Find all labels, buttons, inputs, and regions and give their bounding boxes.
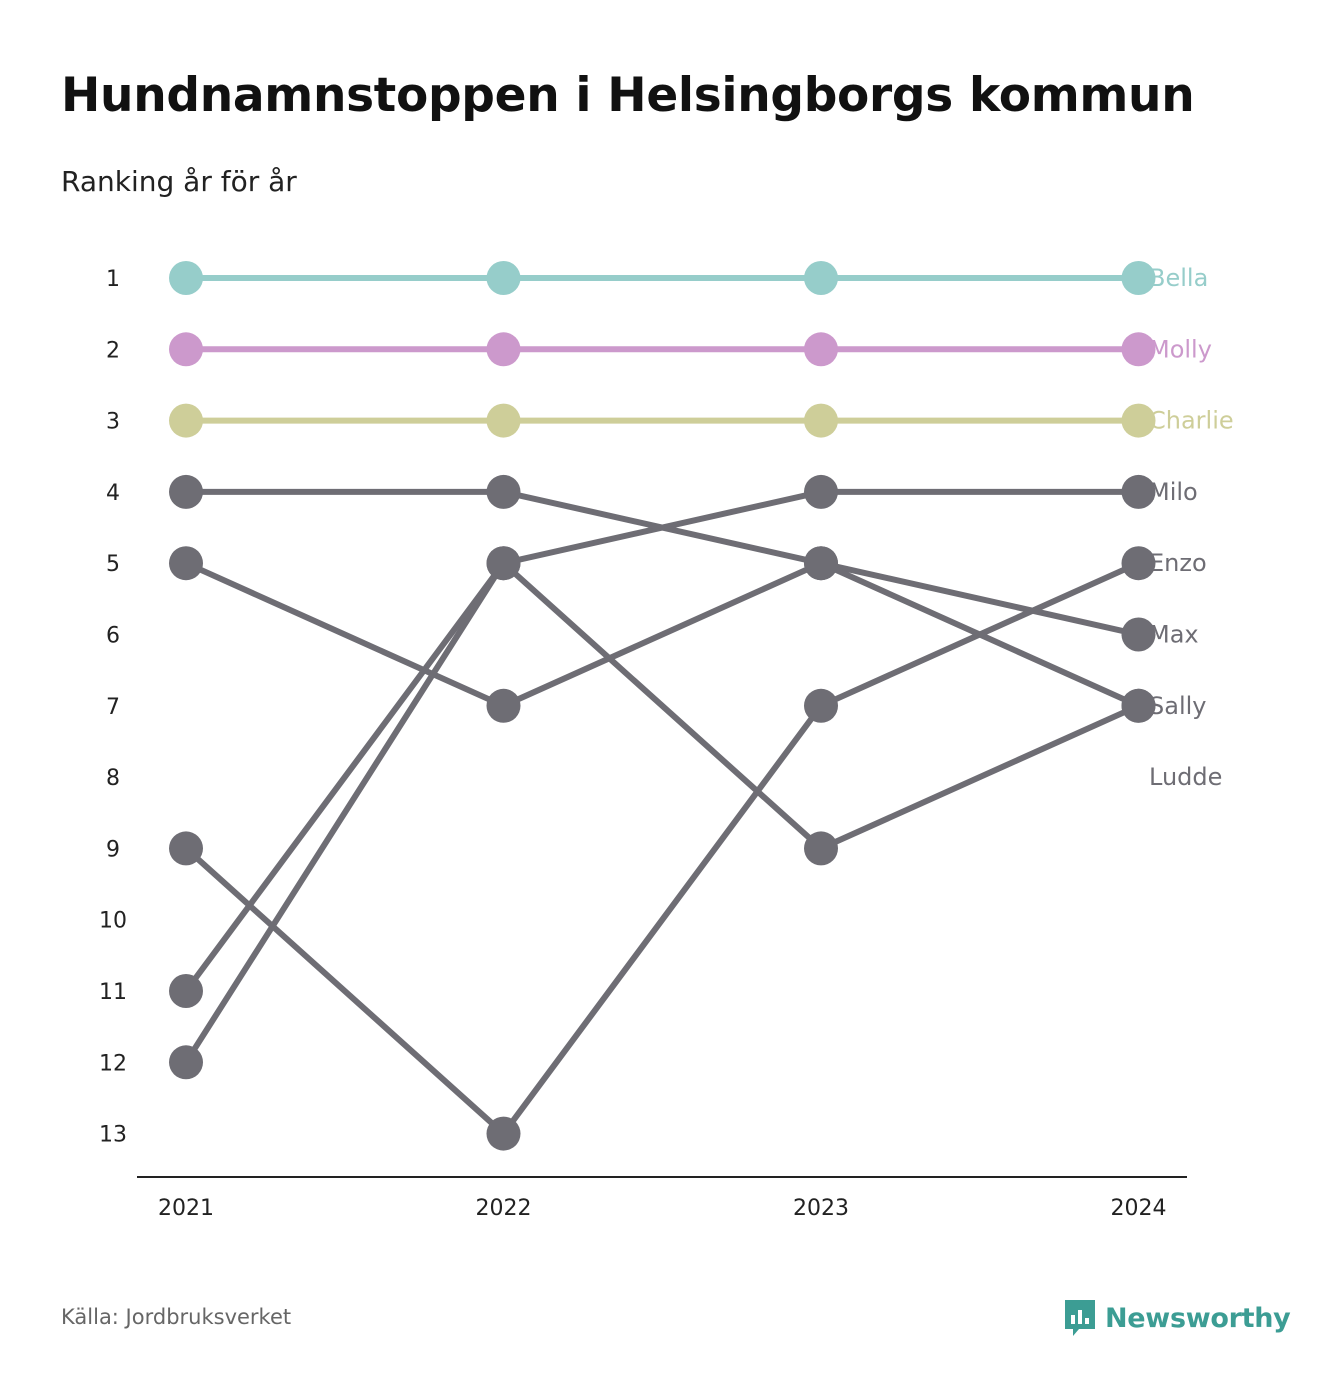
x-tick-label-2024: 2024 [1111,1196,1167,1221]
point-charlie-2023 [804,403,838,438]
point-sally-2023 [804,546,838,581]
point-sally-2022 [486,688,521,723]
point-molly-2024 [1121,332,1156,367]
y-tick-label-3: 3 [106,410,120,435]
point-max-2021 [169,474,203,509]
series-line-ludde [183,560,1142,1066]
y-tick-label-10: 10 [99,909,127,934]
point-bella-2021 [169,261,203,295]
y-tick-label-5: 5 [106,552,120,577]
point-bella-2023 [804,261,838,295]
series-labels: Bella Molly Charlie Milo Enzo Max Sally Ludde [1149,264,1234,791]
y-tick-label-7: 7 [106,695,120,720]
y-tick-label-1: 1 [106,267,120,292]
bar-chart-speech-bubble-icon [1065,1300,1095,1336]
point-molly-2023 [804,332,838,367]
y-tick-label-13: 13 [99,1123,127,1148]
point-ludde-2024 [1121,688,1156,723]
x-tick-labels: 2021 2022 2023 2024 [158,1196,1167,1221]
x-tick-label-2021: 2021 [158,1196,214,1221]
point-molly-2021 [169,332,203,367]
point-ludde-2023 [804,831,838,866]
point-ludde-2022 [486,546,521,581]
point-ludde-2021 [169,1045,203,1080]
point-enzo-2022 [486,1116,521,1151]
point-enzo-2023 [804,688,838,723]
point-milo-2021 [169,974,203,1008]
series-label-bella: Bella [1149,264,1208,292]
point-charlie-2021 [169,403,203,438]
y-tick-label-4: 4 [106,481,120,506]
point-sally-2021 [169,546,203,581]
chart-subtitle: Ranking år för år [61,165,297,198]
x-tick-label-2022: 2022 [476,1196,532,1221]
point-charlie-2022 [486,403,521,438]
series-line-max [183,488,1142,638]
y-tick-label-9: 9 [106,837,120,862]
point-max-2022 [486,474,521,509]
series-label-enzo: Enzo [1149,549,1207,577]
point-charlie-2024 [1121,403,1156,438]
point-enzo-2021 [169,831,203,866]
point-milo-2023 [804,474,838,509]
brand-name: Newsworthy [1105,1302,1291,1334]
series-line-sally [183,560,1142,709]
series-line-enzo [183,560,1142,1137]
source-note: Källa: Jordbruksverket [61,1305,292,1329]
series-label-ludde: Ludde [1149,763,1222,791]
y-tick-label-2: 2 [106,338,120,363]
chart-title: Hundnamnstoppen i Helsingborgs kommun [61,68,1195,123]
series-label-charlie: Charlie [1149,407,1234,435]
y-tick-label-8: 8 [106,766,120,791]
series-label-sally: Sally [1149,692,1206,720]
point-bella-2022 [486,261,521,295]
point-max-2024 [1121,617,1156,652]
series-lines [183,275,1142,1137]
y-tick-label-11: 11 [99,980,127,1005]
series-label-molly: Molly [1149,335,1212,363]
point-milo-2024 [1121,474,1156,509]
series-label-max: Max [1149,621,1199,649]
x-tick-label-2023: 2023 [793,1196,849,1221]
point-enzo-2024 [1121,546,1156,581]
y-tick-label-12: 12 [99,1051,127,1076]
y-tick-label-6: 6 [106,624,120,649]
point-bella-2024 [1121,261,1156,295]
point-molly-2022 [486,332,521,367]
brand-logo: Newsworthy [1063,1298,1291,1338]
series-label-milo: Milo [1149,478,1198,506]
series-points [169,261,1156,1151]
